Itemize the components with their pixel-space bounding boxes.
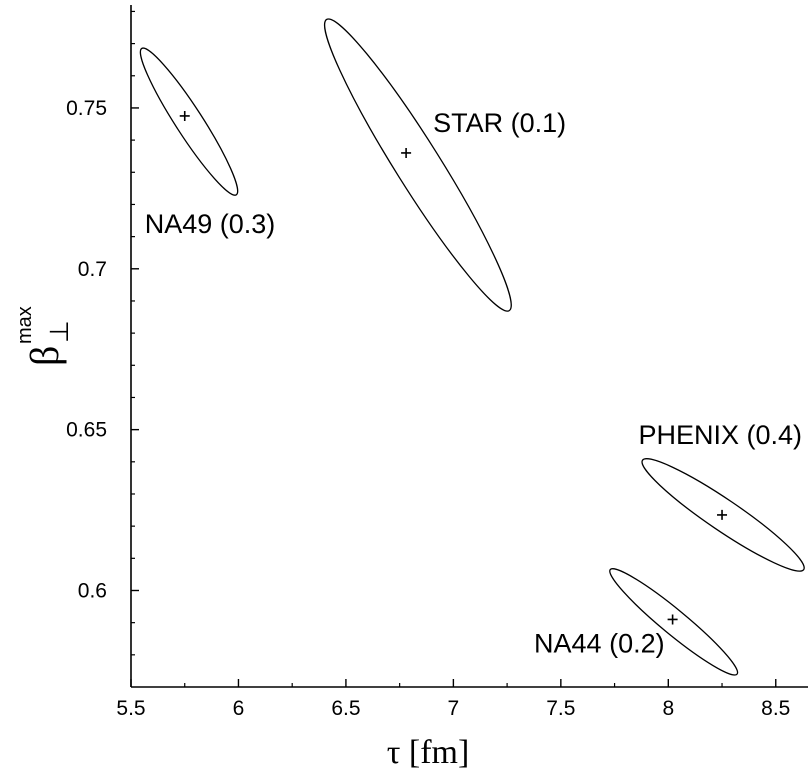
confidence-ellipse [323,18,512,312]
confidence-ellipse [641,458,805,572]
series-label: PHENIX (0.4) [638,420,802,450]
y-axis-symbol: β [22,346,67,366]
x-tick-label: 7.5 [546,697,575,720]
x-tick-label: 8.5 [761,697,790,720]
plot-frame [130,5,808,688]
y-tick-label: 0.65 [66,419,107,442]
best-fit-marker [717,509,728,520]
confidence-ellipse [139,47,239,196]
confidence-ellipses [139,18,805,676]
x-axis-title: τ [fm] [387,734,470,771]
series-label: NA44 (0.2) [534,628,665,658]
best-fit-marker [401,147,412,158]
series-label: STAR (0.1) [433,108,566,138]
y-axis-title: β max ⊥ [14,306,74,366]
y-axis-subscript: ⊥ [44,320,74,343]
best-fit-marker [179,110,190,121]
axis-ticks: 5.5 6 6.5 7 7.5 8 8.5 0.6 0.65 0.7 0.75 [66,10,790,720]
best-fit-marker [667,614,678,625]
ellipse-labels: NA49 (0.3) STAR (0.1) PHENIX (0.4) NA44 (0.… [145,108,802,658]
confidence-ellipse [609,568,739,676]
series-label: NA49 (0.3) [145,209,276,239]
x-tick-label: 6.5 [331,697,360,720]
x-tick-label: 5.5 [116,697,145,720]
x-tick-label: 6 [233,697,245,720]
y-tick-label: 0.75 [66,97,107,120]
y-axis-superscript: max [14,306,36,344]
x-tick-label: 7 [448,697,460,720]
y-tick-label: 0.6 [78,579,107,602]
y-tick-label: 0.7 [78,258,107,281]
x-tick-label: 8 [662,697,674,720]
